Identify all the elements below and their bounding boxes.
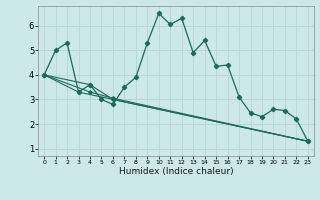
X-axis label: Humidex (Indice chaleur): Humidex (Indice chaleur) (119, 167, 233, 176)
